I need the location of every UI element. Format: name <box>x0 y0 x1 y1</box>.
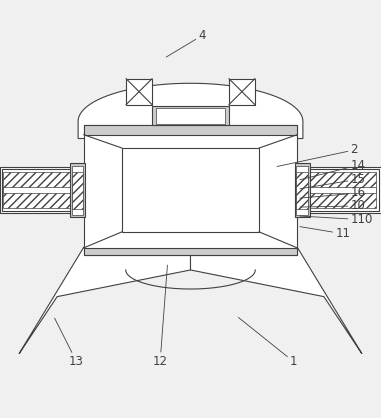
Bar <box>156 108 225 124</box>
Text: 1: 1 <box>239 317 297 368</box>
Polygon shape <box>78 83 303 138</box>
Bar <box>72 166 83 215</box>
Polygon shape <box>19 247 191 354</box>
Text: 12: 12 <box>153 265 168 368</box>
Bar <box>122 148 259 232</box>
Bar <box>126 79 152 104</box>
Bar <box>295 163 310 217</box>
Bar <box>298 187 376 193</box>
Bar <box>297 167 381 213</box>
Bar <box>72 172 83 209</box>
Bar <box>2 169 84 211</box>
Bar <box>152 106 229 125</box>
Polygon shape <box>190 247 362 354</box>
Text: 10: 10 <box>300 199 365 212</box>
Bar <box>84 248 297 255</box>
Bar <box>3 187 81 193</box>
Bar <box>70 163 85 217</box>
Text: 16: 16 <box>300 186 365 199</box>
Bar <box>3 172 81 208</box>
Text: 11: 11 <box>300 227 350 240</box>
Text: 110: 110 <box>300 213 373 226</box>
Bar <box>298 172 376 208</box>
Text: 15: 15 <box>300 173 365 189</box>
Bar <box>84 125 297 135</box>
Text: 4: 4 <box>166 29 206 57</box>
Bar <box>296 172 308 209</box>
Text: 2: 2 <box>277 143 358 166</box>
Bar <box>84 125 297 255</box>
Text: 13: 13 <box>54 318 84 368</box>
Bar <box>297 169 379 211</box>
Bar <box>0 167 84 213</box>
Text: 14: 14 <box>300 159 365 180</box>
Bar <box>229 79 255 104</box>
Bar <box>296 166 308 215</box>
